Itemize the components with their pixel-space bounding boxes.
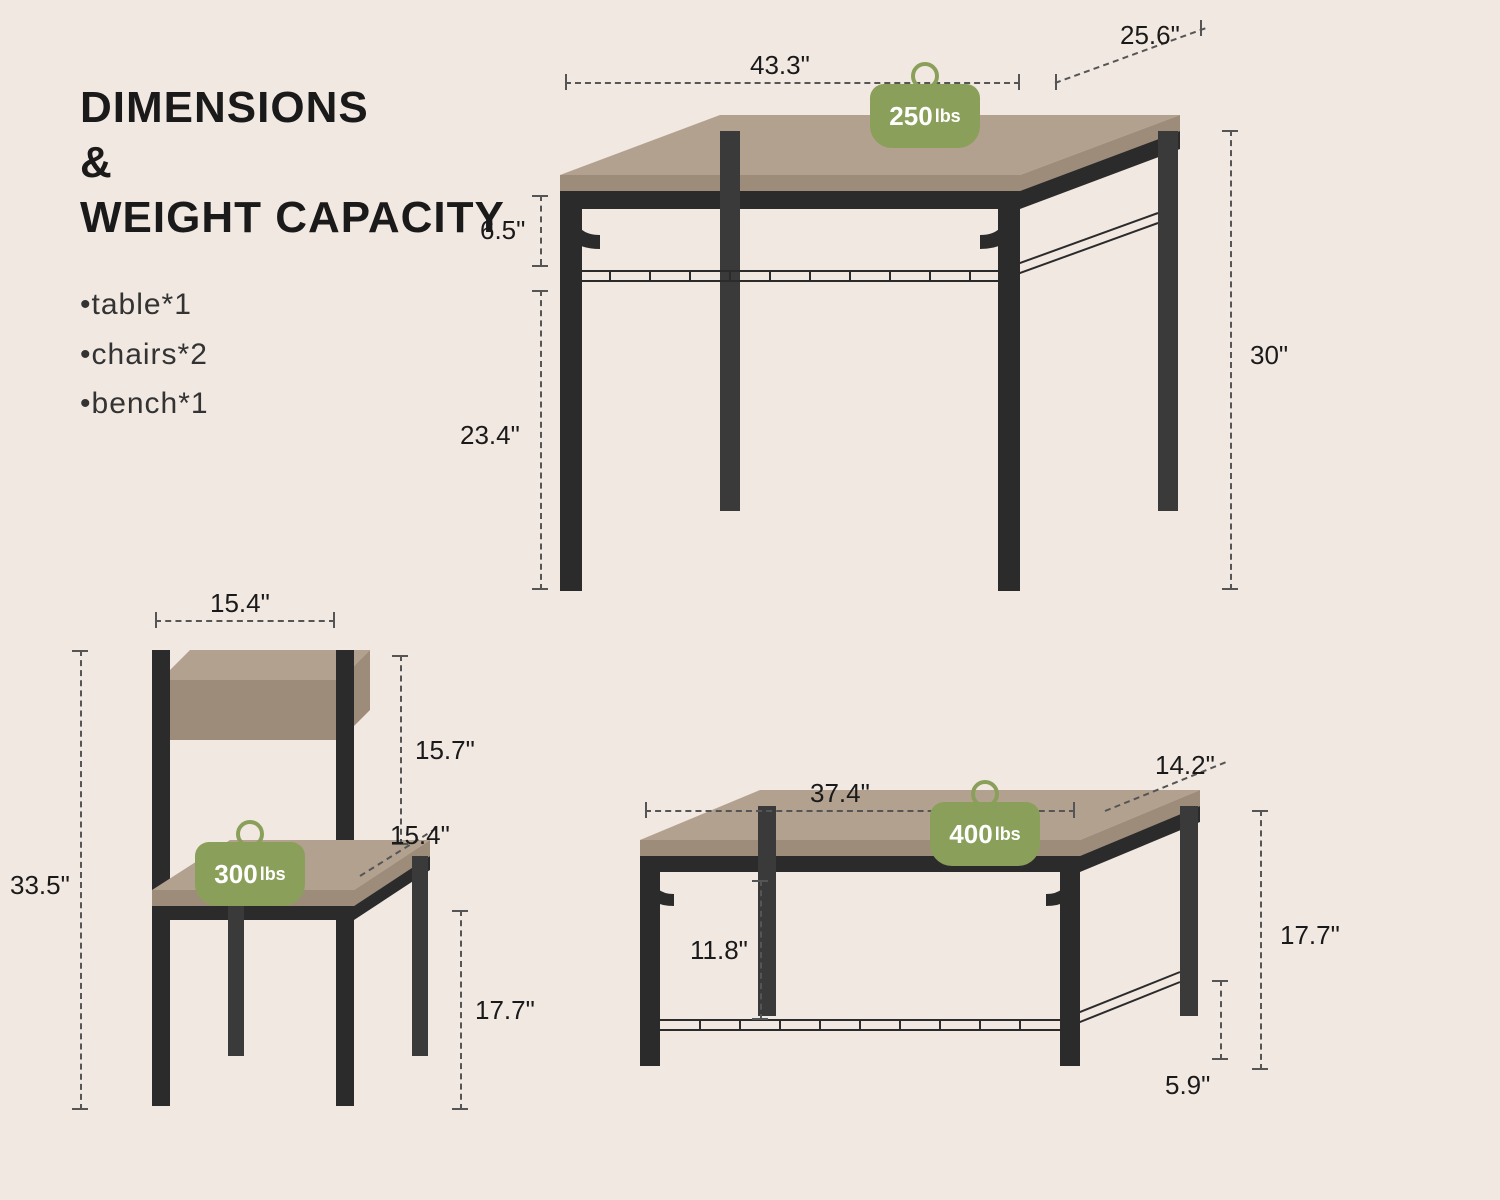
bench-dim-width: 37.4": [810, 778, 870, 809]
chair-weight-unit: lbs: [260, 864, 286, 885]
table-dim-depth: 25.6": [1120, 20, 1180, 51]
contents-item-1: •table*1: [80, 280, 209, 330]
chair-dim-seatwidth: 15.4": [210, 588, 270, 619]
title-line-1: DIMENSIONS: [80, 80, 505, 135]
chair-weight-value: 300: [214, 859, 257, 890]
chair-dim-seatheight: 17.7": [475, 995, 535, 1026]
bench-dim-shelfclear-line: [760, 880, 762, 1020]
chair-dim-seatheight-line: [460, 910, 462, 1110]
bench-dim-height: 17.7": [1280, 920, 1340, 951]
chair-dim-back: 15.7": [415, 735, 475, 766]
chair-dim-seatdepth: 15.4": [390, 820, 450, 851]
chair-dim-overall-line: [80, 650, 82, 1110]
chair-dim-overall: 33.5": [10, 870, 70, 901]
table-dim-height: 30": [1250, 340, 1288, 371]
bench-weight-value: 400: [949, 819, 992, 850]
title-line-3: WEIGHT CAPACITY: [80, 190, 505, 245]
table-weight-value: 250: [889, 101, 932, 132]
contents-item-2: •chairs*2: [80, 330, 209, 380]
table-dim-shelfgap: 6.5": [480, 215, 525, 246]
bench-weight-unit: lbs: [995, 824, 1021, 845]
bench-dim-height-line: [1260, 810, 1262, 1070]
title-block: DIMENSIONS & WEIGHT CAPACITY: [80, 80, 505, 245]
chair-dim-back-line: [400, 655, 402, 845]
table-dim-height-line: [1230, 130, 1232, 590]
title-line-2: &: [80, 135, 505, 190]
table-weight-badge: 250lbs: [870, 62, 980, 148]
infographic-stage: DIMENSIONS & WEIGHT CAPACITY •table*1 •c…: [0, 0, 1500, 1200]
chair-weight-badge: 300lbs: [195, 820, 305, 906]
table-dim-legclear: 23.4": [460, 420, 520, 451]
bench-dim-shelfclear: 11.8": [690, 935, 748, 966]
chair-dim-seatwidth-line: [155, 620, 335, 622]
table-dim-shelfgap-line: [540, 195, 542, 265]
bench-dim-shelfgap: 5.9": [1165, 1070, 1210, 1101]
bench-weight-badge: 400lbs: [930, 780, 1040, 866]
contents-item-3: •bench*1: [80, 379, 209, 429]
bench-dim-shelfgap-line: [1220, 980, 1222, 1060]
table-dim-legclear-line: [540, 290, 542, 590]
table-weight-unit: lbs: [935, 106, 961, 127]
bench-dim-depth: 14.2": [1155, 750, 1215, 781]
table-illustration: [500, 95, 1220, 615]
contents-list: •table*1 •chairs*2 •bench*1: [80, 280, 209, 429]
table-dim-width: 43.3": [750, 50, 810, 81]
